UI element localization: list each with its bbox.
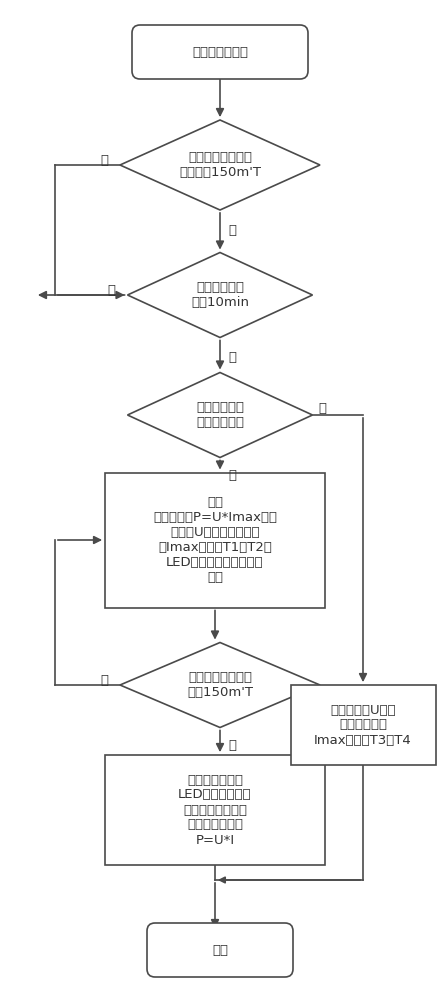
Text: 否: 否 [108,284,116,298]
Text: 是: 是 [228,351,236,364]
Text: 延迟时间是否
大于10min: 延迟时间是否 大于10min [191,281,249,309]
Text: 退出补偿模式，
LED灯关闭、液晶
显示屏恢复正常显
示，脉冲输出量
P=U*I: 退出补偿模式， LED灯关闭、液晶 显示屏恢复正常显 示，脉冲输出量 P=U*I [178,774,252,846]
Text: 否: 否 [100,154,108,167]
Text: 电能表开始工作: 电能表开始工作 [192,45,248,58]
Text: 计算
脉冲输出量P=U*Imax，记
录电压U、瞬时电流最大
值Imax、时间T1、T2；
LED灯开启，液晶显示屏
显示: 计算 脉冲输出量P=U*Imax，记 录电压U、瞬时电流最大 值Imax、时间T… [153,496,277,584]
Text: 检测磁场强度是否
小于150m'T: 检测磁场强度是否 小于150m'T [187,671,253,699]
Text: 否: 否 [318,402,326,416]
Text: 是否选择自动
开启补偿模式: 是否选择自动 开启补偿模式 [196,401,244,429]
Text: 记录电压值U、瞬
时电流最大值
Imax、时间T3、T4: 记录电压值U、瞬 时电流最大值 Imax、时间T3、T4 [314,704,412,746]
Text: 是: 是 [228,224,236,236]
Text: 检测磁场强度是否
大于等于150m'T: 检测磁场强度是否 大于等于150m'T [179,151,261,179]
FancyBboxPatch shape [147,923,293,977]
Text: 是: 是 [228,739,236,752]
Polygon shape [127,252,313,338]
Text: 是: 是 [228,469,236,482]
Polygon shape [120,643,320,728]
Bar [105,473,325,607]
Text: 否: 否 [100,674,108,688]
Bar [105,755,325,865]
Polygon shape [127,372,313,458]
FancyBboxPatch shape [132,25,308,79]
Bar [291,685,436,765]
Polygon shape [120,120,320,210]
Text: 结束: 结束 [212,944,228,956]
